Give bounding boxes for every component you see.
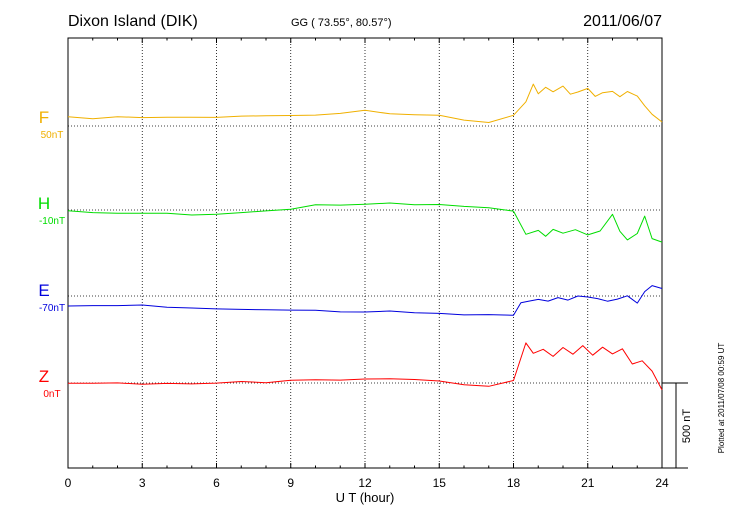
series-line-h (67, 202, 663, 243)
x-tick-label: 9 (287, 476, 294, 490)
x-tick-label: 15 (433, 476, 447, 490)
series-baseline-e: -70nT (39, 303, 65, 314)
x-tick-label: 3 (139, 476, 146, 490)
series-line-f (67, 83, 663, 123)
series-name-z: Z (39, 367, 49, 386)
x-tick-label: 12 (358, 476, 372, 490)
x-axis-title: U T (hour) (336, 490, 395, 505)
station-title: Dixon Island (DIK) (68, 13, 198, 30)
x-axis: 0 3 6 9 12 15 18 21 24 (65, 38, 669, 490)
scale-bar: 500 nT (662, 382, 693, 469)
x-tick-label: 24 (655, 476, 669, 490)
series-labels: F 50nT H -10nT E -70nT Z 0nT (38, 108, 65, 400)
series-baseline-z: 0nT (43, 389, 60, 400)
x-tick-label: 6 (213, 476, 220, 490)
plot-date: 2011/06/07 (583, 13, 662, 30)
x-tick-label: 18 (507, 476, 521, 490)
series-name-e: E (38, 281, 49, 300)
series-baseline-h: -10nT (39, 216, 65, 227)
series-name-f: F (39, 108, 49, 127)
series-line-z (68, 342, 663, 391)
scale-bar-label: 500 nT (681, 409, 693, 444)
x-tick-label: 21 (581, 476, 595, 490)
x-tick-label: 0 (65, 476, 72, 490)
plotted-timestamp: Plotted at 2011/07/08 00:59 UT (717, 343, 726, 454)
series-lines (67, 83, 663, 391)
series-name-h: H (38, 194, 50, 213)
series-line-e (67, 285, 663, 316)
grid-lines (68, 38, 662, 468)
plot-frame (67, 37, 663, 469)
geographic-coordinates: GG ( 73.55°, 80.57°) (291, 17, 392, 29)
series-baseline-f: 50nT (41, 130, 64, 141)
